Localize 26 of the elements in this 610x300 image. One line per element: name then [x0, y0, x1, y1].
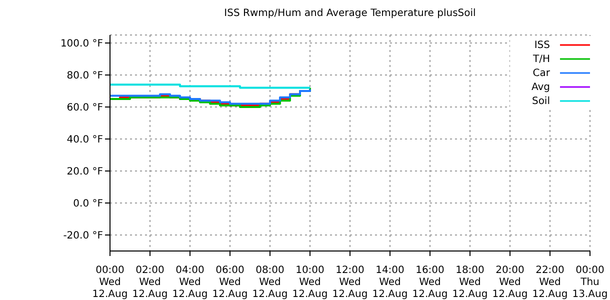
x-tick-label: 16:00 Wed 12.Aug — [412, 265, 448, 300]
x-tick-label: 12:00 Wed 12.Aug — [332, 265, 368, 300]
x-tick-label: 00:00 Thu 13.Aug — [572, 265, 608, 300]
legend-label: Car — [532, 68, 550, 78]
x-tick-label: 04:00 Wed 12.Aug — [172, 265, 208, 300]
x-tick-label: 06:00 Wed 12.Aug — [212, 265, 248, 300]
legend-label: Soil — [532, 96, 550, 106]
y-tick-label: 60.0 °F — [66, 102, 104, 114]
x-tick-label: 22:00 Wed 12.Aug — [532, 265, 568, 300]
x-tick-label: 10:00 Wed 12.Aug — [292, 265, 328, 300]
legend-label: Avg — [531, 82, 550, 92]
y-tick-label: 20.0 °F — [66, 166, 104, 178]
y-tick-label: -20.0 °F — [63, 230, 104, 242]
legend-label: T/H — [533, 54, 550, 64]
x-tick-label: 02:00 Wed 12.Aug — [132, 265, 168, 300]
x-tick-label: 14:00 Wed 12.Aug — [372, 265, 408, 300]
x-tick-label: 20:00 Wed 12.Aug — [492, 265, 528, 300]
x-tick-label: 18:00 Wed 12.Aug — [452, 265, 488, 300]
legend-label: ISS — [534, 40, 550, 50]
y-tick-label: 40.0 °F — [66, 134, 104, 146]
chart-title: ISS Rwmp/Hum and Average Temperature plusSoil — [223, 8, 477, 19]
y-tick-label: 0.0 °F — [73, 198, 104, 210]
x-tick-label: 00:00 Wed 12.Aug — [92, 265, 128, 300]
y-tick-label: 80.0 °F — [66, 70, 104, 82]
y-tick-label: 100.0 °F — [60, 38, 104, 50]
x-tick-label: 08:00 Wed 12.Aug — [252, 265, 288, 300]
